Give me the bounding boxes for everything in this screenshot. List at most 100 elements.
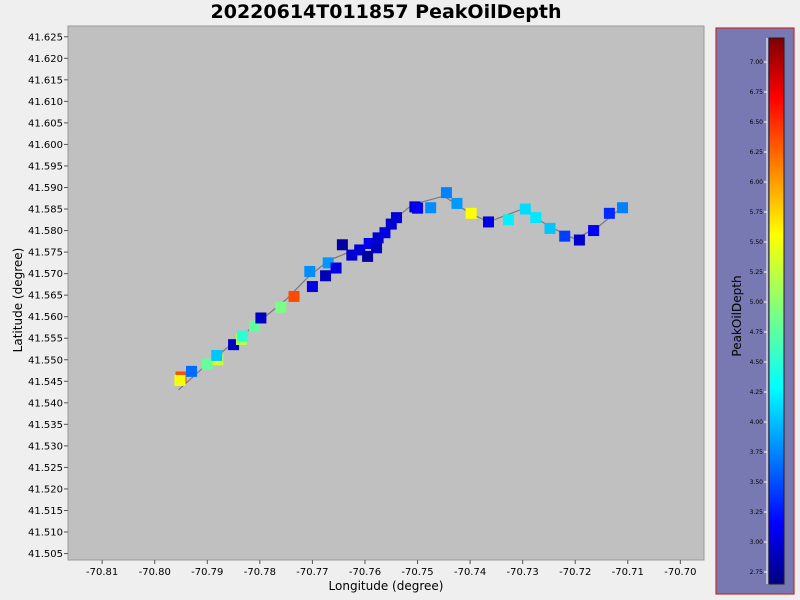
data-point xyxy=(201,358,213,370)
y-tick-label: 41.570 xyxy=(28,269,63,280)
x-tick-label: -70.75 xyxy=(401,567,433,578)
data-point xyxy=(322,257,334,269)
y-tick-label: 41.530 xyxy=(28,441,63,452)
data-point xyxy=(530,212,542,224)
y-tick-label: 41.575 xyxy=(28,248,63,259)
y-tick-label: 41.605 xyxy=(28,118,63,129)
y-tick-label: 41.550 xyxy=(28,355,63,366)
data-point xyxy=(412,202,424,214)
colorbar-gradient xyxy=(768,37,785,585)
colorbar-tick-label: 5.75 xyxy=(750,209,764,216)
data-point xyxy=(451,197,463,209)
y-tick-label: 41.565 xyxy=(28,291,63,302)
data-point xyxy=(174,374,186,386)
data-point xyxy=(275,301,287,313)
colorbar-tick-label: 6.75 xyxy=(750,89,764,96)
colorbar-tick-label: 3.50 xyxy=(750,479,764,486)
data-point xyxy=(391,212,403,224)
data-point xyxy=(440,187,452,199)
y-tick-label: 41.555 xyxy=(28,334,63,345)
data-point xyxy=(385,218,397,230)
colorbar-tick-label: 3.75 xyxy=(750,449,764,456)
colorbar-tick-label: 4.75 xyxy=(750,329,764,336)
colorbar-tick-label: 3.25 xyxy=(750,509,764,516)
data-point xyxy=(255,312,267,324)
y-tick-label: 41.615 xyxy=(28,75,63,86)
y-tick-label: 41.510 xyxy=(28,528,63,539)
data-point xyxy=(237,330,249,342)
colorbar-tick-label: 6.25 xyxy=(750,149,764,156)
data-point xyxy=(372,232,384,244)
data-point xyxy=(363,237,375,249)
y-tick-label: 41.595 xyxy=(28,161,63,172)
y-tick-label: 41.525 xyxy=(28,463,63,474)
y-tick-label: 41.590 xyxy=(28,183,63,194)
y-tick-label: 41.545 xyxy=(28,377,63,388)
y-axis: 41.505 41.510 41.515 41.520 41.525 41.530 41.5… xyxy=(28,32,68,560)
data-point xyxy=(288,290,300,302)
data-point xyxy=(306,281,318,293)
x-tick-label: -70.72 xyxy=(559,567,591,578)
data-points xyxy=(174,187,629,386)
y-tick-label: 41.505 xyxy=(28,549,63,560)
y-tick-label: 41.535 xyxy=(28,420,63,431)
y-tick-label: 41.625 xyxy=(28,32,63,43)
data-point xyxy=(425,202,437,214)
x-tick-label: -70.78 xyxy=(244,567,276,578)
colorbar-tick-label: 4.00 xyxy=(750,419,764,426)
colorbar-tick-label: 5.00 xyxy=(750,299,764,306)
data-point xyxy=(186,365,198,377)
chart-title: 20220614T011857 PeakOilDepth xyxy=(211,1,562,23)
data-point xyxy=(336,239,348,251)
colorbar-tick-label: 5.25 xyxy=(750,269,764,276)
data-point xyxy=(330,262,342,274)
x-axis: -70.81 -70.80 -70.79 -70.78 -70.77 -70.76 -70.… xyxy=(86,560,696,578)
data-point xyxy=(228,339,240,351)
data-point xyxy=(211,349,223,361)
x-tick-label: -70.77 xyxy=(296,567,328,578)
x-tick-label: -70.76 xyxy=(349,567,381,578)
colorbar-tick-label: 2.75 xyxy=(750,569,764,576)
y-axis-label: Latitude (degree) xyxy=(11,248,25,353)
y-tick-label: 41.585 xyxy=(28,205,63,216)
plot-area xyxy=(67,25,705,561)
x-tick-label: -70.80 xyxy=(139,567,171,578)
data-point xyxy=(502,214,514,226)
data-point xyxy=(379,227,391,239)
x-axis-label: Longitude (degree) xyxy=(329,579,444,593)
data-point xyxy=(617,202,629,214)
y-tick-label: 41.620 xyxy=(28,54,63,65)
x-tick-label: -70.74 xyxy=(454,567,486,578)
data-point xyxy=(482,216,494,228)
data-point xyxy=(588,225,600,237)
y-tick-label: 41.515 xyxy=(28,506,63,517)
colorbar-tick-label: 4.25 xyxy=(750,389,764,396)
data-point xyxy=(465,207,477,219)
data-point xyxy=(603,207,615,219)
data-point xyxy=(544,222,556,234)
colorbar-tick-label: 7.00 xyxy=(750,59,764,66)
y-tick-label: 41.520 xyxy=(28,484,63,495)
x-tick-label: -70.73 xyxy=(507,567,539,578)
colorbar-tick-label: 3.00 xyxy=(750,539,764,546)
y-tick-label: 41.560 xyxy=(28,312,63,323)
x-tick-label: -70.71 xyxy=(612,567,644,578)
colorbar-tick-label: 6.50 xyxy=(750,119,764,126)
colorbar-tick-label: 5.50 xyxy=(750,239,764,246)
data-point xyxy=(362,250,374,262)
y-tick-label: 41.540 xyxy=(28,398,63,409)
colorbar-tick-label: 4.50 xyxy=(750,359,764,366)
colorbar-label: PeakOilDepth xyxy=(730,275,744,356)
x-tick-label: -70.70 xyxy=(664,567,696,578)
x-tick-label: -70.79 xyxy=(191,567,223,578)
data-point xyxy=(559,230,571,242)
data-point xyxy=(346,249,358,261)
colorbar-tick-label: 6.00 xyxy=(750,179,764,186)
data-point xyxy=(573,234,585,246)
y-tick-label: 41.580 xyxy=(28,226,63,237)
y-tick-label: 41.610 xyxy=(28,97,63,108)
data-point xyxy=(304,265,316,277)
data-point xyxy=(519,203,531,215)
data-point xyxy=(371,242,383,254)
